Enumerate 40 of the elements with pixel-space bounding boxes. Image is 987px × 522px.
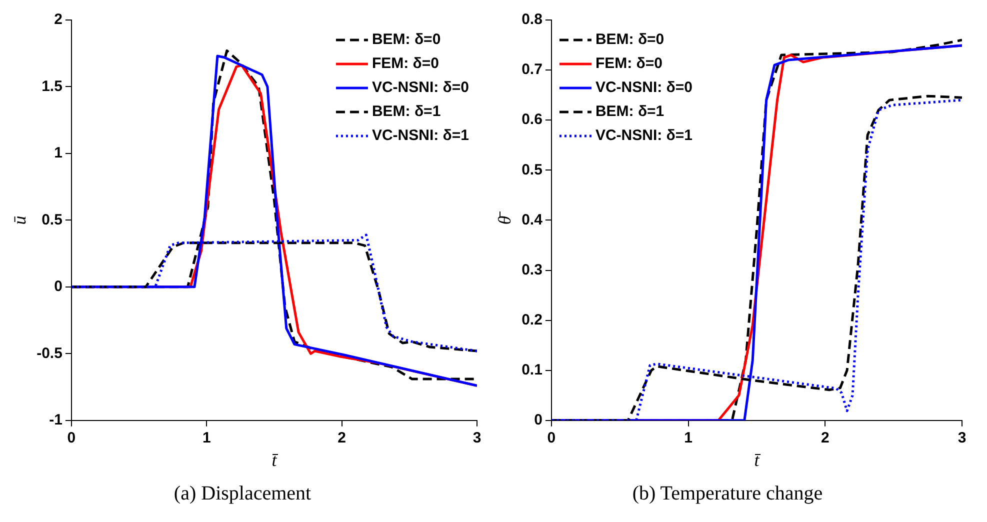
- x-tick-label: 3: [472, 430, 482, 447]
- x-tick-label: 0: [67, 430, 76, 447]
- legend-label: FEM: δ=0: [372, 55, 439, 72]
- legend-label: VC-NSNI: δ=1: [372, 127, 469, 144]
- x-tick-label: 3: [958, 430, 966, 447]
- y-tick-label: 0.4: [522, 211, 544, 228]
- y-tick-label: -0.5: [36, 344, 62, 362]
- y-tick-label: 0.5: [522, 161, 542, 178]
- x-axis-title: t̄: [272, 450, 279, 470]
- y-tick-label: 0.5: [42, 211, 62, 228]
- x-tick-label: 0: [547, 430, 556, 447]
- legend-label: VC-NSNI: δ=1: [595, 127, 692, 144]
- legend-label: VC-NSNI: δ=0: [372, 79, 469, 96]
- y-tick-label: -1: [49, 412, 62, 429]
- y-tick-label: 0.1: [522, 361, 542, 378]
- y-tick-label: 1: [54, 144, 62, 162]
- y-tick-label: 0.7: [522, 61, 542, 78]
- legend-label: BEM: δ=1: [372, 103, 441, 120]
- legend-label: BEM: δ=1: [595, 103, 664, 120]
- text: (b) Temperature change: [632, 482, 823, 504]
- x-tick-label: 2: [820, 430, 830, 447]
- y-axis-title: θ̄: [494, 210, 515, 225]
- y-tick-label: 0: [534, 412, 542, 429]
- y-tick-label: 0.2: [522, 311, 542, 328]
- legend-label: VC-NSNI: δ=0: [595, 79, 692, 96]
- y-tick-label: 0.6: [522, 111, 542, 128]
- x-axis-title: t̄: [754, 450, 762, 470]
- y-tick-label: 0.3: [522, 261, 542, 278]
- x-tick-label: 1: [684, 430, 692, 447]
- y-tick-label: 1.5: [42, 78, 62, 95]
- x-tick-label: 2: [338, 430, 346, 447]
- legend-label: BEM: δ=0: [595, 31, 664, 48]
- y-tick-label: 2: [54, 11, 62, 28]
- y-tick-label: 0: [54, 278, 62, 296]
- legend-label: BEM: δ=0: [372, 31, 441, 48]
- text: (a) Displacement: [174, 482, 312, 504]
- y-tick-label: 0.8: [522, 11, 542, 28]
- legend-label: FEM: δ=0: [595, 55, 662, 72]
- x-tick-label: 1: [202, 430, 211, 447]
- y-axis-title: ū: [10, 216, 30, 225]
